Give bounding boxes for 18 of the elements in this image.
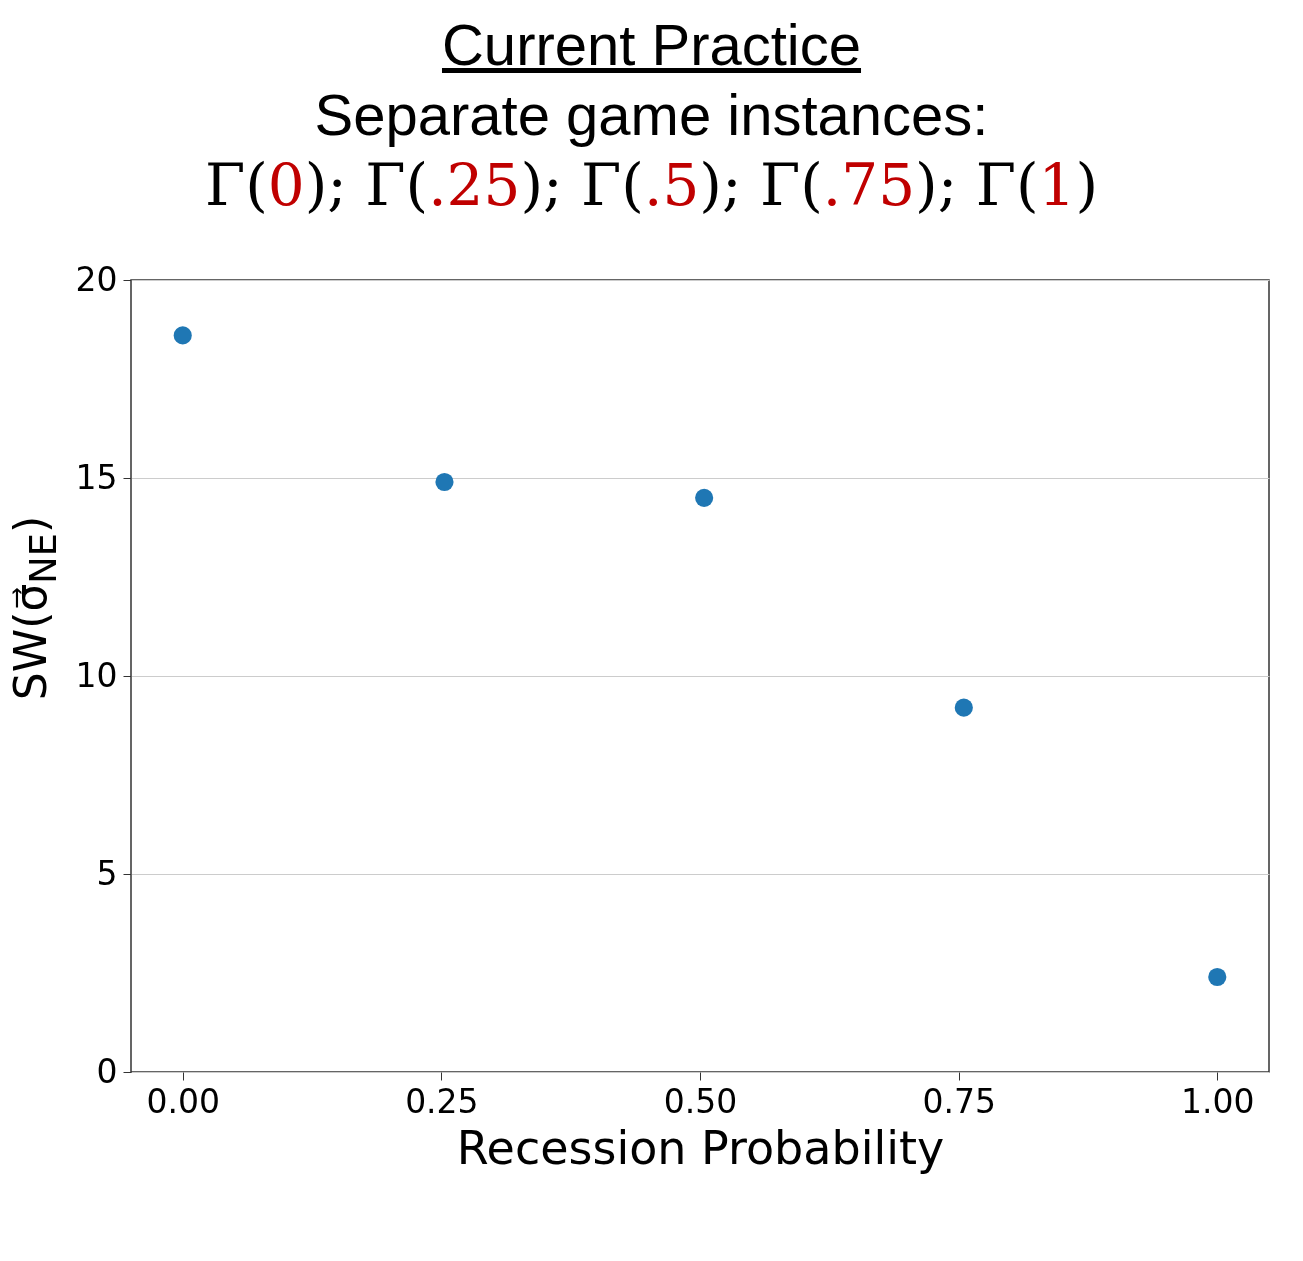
point	[173, 326, 192, 345]
x-tick-label: 0.00	[146, 1081, 220, 1121]
y-tick-label: 10	[75, 655, 118, 695]
x-tick-label: 0.75	[922, 1081, 996, 1121]
y-tick-label: 5	[96, 853, 118, 893]
point	[695, 488, 714, 507]
text: Separate game instances: Γ(0); Γ(.25); Γ(.5); Γ(.75); Γ(1)	[204, 82, 1099, 219]
point	[435, 472, 454, 492]
point	[1208, 967, 1227, 987]
x-tick-label: 1.00	[1181, 1081, 1255, 1121]
chart-title: Current Practice	[441, 11, 862, 79]
x-tick-label: 0.50	[663, 1081, 738, 1121]
x-tick-label: 0.25	[405, 1081, 479, 1121]
y-tick-label: 0	[96, 1051, 118, 1091]
y-tick-label: 15	[75, 457, 118, 497]
x-axis-title: Recession Probability	[456, 1120, 945, 1175]
y-tick-label: 20	[75, 259, 118, 299]
point	[954, 698, 973, 717]
